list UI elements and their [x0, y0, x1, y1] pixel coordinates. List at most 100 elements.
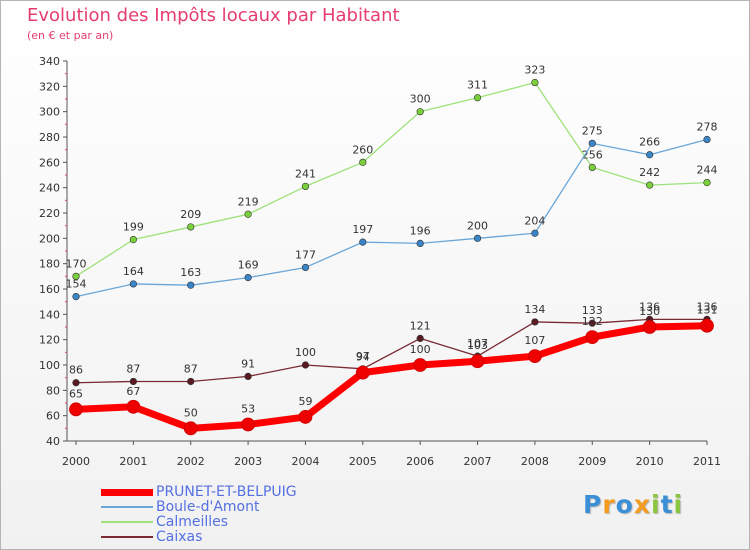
y-tick-label: 340: [39, 55, 60, 68]
data-point-prunet-et-belpuig: [126, 399, 141, 414]
data-point-boule-d-amont: [646, 151, 654, 159]
data-point-prunet-et-belpuig: [700, 318, 714, 333]
logo-letter: t: [660, 490, 674, 519]
data-point-caixas: [588, 319, 596, 327]
data-label-prunet-et-belpuig: 122: [582, 315, 603, 328]
y-tick-label: 200: [39, 232, 60, 245]
data-point-prunet-et-belpuig: [298, 410, 313, 424]
data-point-calmeilles: [646, 181, 654, 189]
data-label-prunet-et-belpuig: 50: [184, 406, 198, 419]
legend-label-caixas: Caixas: [156, 529, 203, 545]
x-tick-label: 2006: [406, 455, 434, 468]
logo-letter: i: [673, 490, 684, 519]
data-label-boule-d-amont: 196: [410, 224, 431, 237]
logo-letter: o: [615, 490, 634, 519]
y-tick-label: 120: [39, 334, 60, 347]
data-point-boule-d-amont: [72, 293, 80, 301]
logo-letter: P: [583, 490, 603, 519]
data-label-caixas: 107: [467, 337, 488, 350]
legend-label-calmeilles: Calmeilles: [156, 514, 229, 530]
data-label-prunet-et-belpuig: 131: [697, 304, 718, 317]
data-point-calmeilles: [531, 78, 539, 87]
y-tick-label: 60: [46, 410, 60, 423]
data-label-boule-d-amont: 275: [582, 124, 603, 137]
x-tick-label: 2005: [349, 455, 377, 468]
data-label-prunet-et-belpuig: 53: [241, 403, 255, 416]
legend: PRUNET-ET-BELPUIG Boule-d'Amont Calmeilles…: [101, 484, 401, 545]
data-label-caixas: 97: [356, 350, 370, 363]
legend-swatch-boule-d-amont: [101, 506, 153, 508]
data-point-boule-d-amont: [129, 280, 137, 288]
series-line-boule-d-amont: [75, 138, 708, 298]
data-label-boule-d-amont: 164: [123, 265, 144, 278]
y-tick-label: 40: [46, 435, 60, 448]
x-tick-label: 2000: [62, 455, 90, 468]
legend-item-prunet-et-belpuig: PRUNET-ET-BELPUIG: [101, 484, 401, 500]
x-tick-label: 2004: [291, 455, 319, 468]
data-point-caixas: [531, 318, 539, 326]
legend-label-boule-d-amont: Boule-d'Amont: [156, 499, 260, 515]
line-chart: 40 60 80 100 120 140 160 180 200 220 240 260 280 300 3…: [39, 55, 721, 468]
x-tick-label: 2009: [578, 455, 606, 468]
data-label-calmeilles: 170: [66, 257, 87, 270]
x-tick-label: 2003: [234, 455, 262, 468]
data-point-calmeilles: [244, 210, 252, 218]
series-line-caixas: [75, 318, 708, 384]
data-label-calmeilles: 311: [467, 79, 488, 92]
data-label-prunet-et-belpuig: 59: [298, 395, 312, 408]
x-tick-label: 2002: [177, 455, 205, 468]
data-point-caixas: [129, 377, 137, 386]
x-tick-label: 2011: [693, 455, 721, 468]
data-label-boule-d-amont: 163: [180, 266, 201, 279]
legend-label-prunet-et-belpuig: PRUNET-ET-BELPUIG: [156, 484, 297, 500]
legend-swatch-caixas: [101, 536, 153, 538]
data-point-caixas: [301, 361, 310, 369]
data-point-prunet-et-belpuig: [413, 358, 428, 372]
y-tick-label: 160: [39, 283, 60, 296]
data-label-prunet-et-belpuig: 65: [69, 387, 83, 400]
data-label-prunet-et-belpuig: 107: [524, 334, 545, 347]
data-point-calmeilles: [301, 182, 310, 190]
data-label-prunet-et-belpuig: 130: [639, 305, 660, 318]
data-point-prunet-et-belpuig: [183, 421, 198, 436]
logo-letter: i: [651, 490, 661, 519]
y-tick-label: 100: [39, 359, 60, 372]
legend-item-boule-d-amont: Boule-d'Amont: [101, 499, 401, 515]
data-point-calmeilles: [703, 179, 711, 187]
data-label-boule-d-amont: 197: [352, 223, 373, 236]
data-label-calmeilles: 244: [697, 164, 718, 177]
y-tick-label: 80: [46, 384, 60, 397]
data-point-calmeilles: [588, 163, 596, 171]
y-tick-label: 180: [39, 258, 60, 271]
y-tick-label: 300: [39, 106, 60, 119]
data-label-calmeilles: 300: [410, 93, 431, 106]
data-label-boule-d-amont: 278: [697, 121, 718, 134]
data-point-boule-d-amont: [473, 234, 482, 242]
data-point-calmeilles: [72, 272, 80, 280]
data-label-prunet-et-belpuig: 100: [410, 343, 431, 356]
y-tick-label: 260: [39, 156, 60, 169]
y-tick-label: 140: [39, 308, 60, 321]
data-point-prunet-et-belpuig: [642, 320, 657, 334]
data-label-boule-d-amont: 204: [524, 214, 545, 227]
data-point-calmeilles: [129, 236, 137, 244]
data-point-boule-d-amont: [588, 139, 596, 147]
data-point-prunet-et-belpuig: [241, 417, 255, 432]
y-tick-label: 220: [39, 207, 60, 220]
data-label-calmeilles: 219: [238, 195, 259, 208]
data-label-caixas: 134: [524, 303, 545, 316]
proxiti-logo: Proxiti: [583, 490, 683, 519]
y-tick-label: 320: [39, 80, 60, 93]
data-point-calmeilles: [187, 223, 195, 231]
data-label-boule-d-amont: 266: [639, 136, 660, 149]
data-label-caixas: 87: [126, 362, 140, 375]
data-label-calmeilles: 323: [524, 64, 545, 77]
x-tick-label: 2008: [521, 455, 549, 468]
logo-letter: r: [602, 490, 616, 519]
data-label-caixas: 91: [241, 357, 255, 370]
data-label-caixas: 136: [639, 300, 660, 313]
data-point-caixas: [187, 377, 195, 386]
data-label-boule-d-amont: 154: [66, 278, 87, 291]
series-line-prunet-et-belpuig: [72, 322, 711, 432]
